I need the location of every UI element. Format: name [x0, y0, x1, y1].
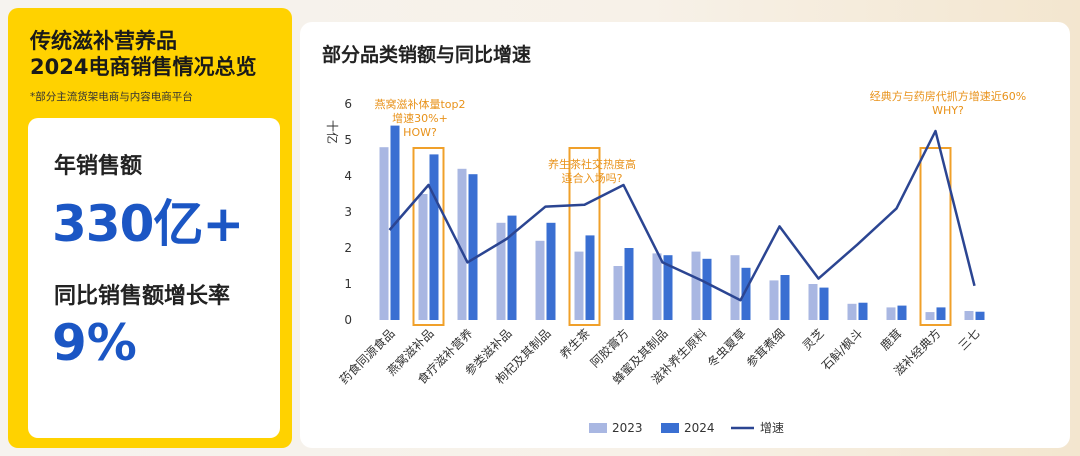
- annotation-text: 燕窝滋补体量top2: [374, 97, 465, 111]
- bar-2023: [886, 307, 896, 320]
- chart-title: 部分品类销额与同比增速: [322, 44, 532, 66]
- bar-2024: [858, 302, 868, 320]
- bar-2024: [429, 154, 439, 320]
- y-tick-label: 2: [344, 241, 352, 255]
- sales-value: 330亿+: [52, 195, 244, 253]
- annotation-text: 增速30%+: [392, 111, 448, 125]
- bar-2024: [663, 255, 673, 320]
- growth-line: [388, 129, 976, 302]
- bar-2023: [808, 284, 818, 320]
- bar-2023: [535, 240, 545, 320]
- bar-2023: [652, 253, 662, 320]
- bar-2023: [574, 251, 584, 320]
- stat-card: 年销售额 330亿+ 同比销售额增长率 9%: [28, 118, 280, 438]
- highlight-box: [568, 147, 601, 326]
- x-tick-label: 三七: [956, 326, 983, 353]
- y-tick-label: 1: [344, 277, 352, 291]
- sales-label: 年销售额: [54, 154, 143, 179]
- bar-2023: [613, 266, 623, 320]
- bar-2023: [769, 280, 779, 320]
- annotation-text: 经典方与药房代抓方增速近60%: [870, 89, 1026, 103]
- chart-panel: 部分品类销额与同比增速 0 1 2 3 4 5 6 十亿 药食同源食品 燕窝滋补品 食疗滋补营养 参类…: [300, 22, 1070, 448]
- bar-2024: [897, 305, 907, 320]
- growth-label: 同比销售额增长率: [54, 284, 231, 309]
- legend-swatch-2024: [661, 423, 679, 433]
- bar-2024: [975, 311, 985, 320]
- x-tick-label: 养生茶: [557, 326, 593, 362]
- bar-2024: [624, 248, 634, 320]
- annotation-text: 养生茶社交热度高: [548, 157, 636, 171]
- bar-2023: [379, 147, 389, 320]
- growth-value: 9%: [52, 314, 137, 372]
- summary-title: 传统滋补营养品 2024电商销售情况总览: [30, 28, 290, 80]
- annotation-text: 适合入场吗?: [562, 171, 623, 185]
- y-tick-label: 5: [344, 133, 352, 147]
- bar-2024: [468, 174, 478, 320]
- bar-2023: [964, 311, 974, 320]
- legend-swatch-2023: [589, 423, 607, 433]
- summary-title-line1: 传统滋补营养品: [30, 29, 177, 53]
- x-tick-label: 冬虫夏草: [704, 326, 749, 371]
- bar-2023: [730, 255, 740, 320]
- x-tick-label: 灵芝: [799, 326, 827, 354]
- bar-2024: [936, 307, 946, 320]
- y-tick-label: 6: [344, 97, 352, 111]
- x-tick-label: 参茸煮细: [743, 326, 788, 371]
- y-tick-label: 4: [344, 169, 352, 183]
- bar-2024: [741, 267, 751, 320]
- bar-2024: [780, 275, 790, 320]
- bar-2023: [418, 194, 428, 320]
- highlight-box: [919, 147, 952, 326]
- summary-note: *部分主流货架电商与内容电商平台: [30, 91, 193, 103]
- x-tick-label: 药食同源食品: [336, 326, 398, 388]
- bar-2024: [702, 258, 712, 320]
- summary-panel: 传统滋补营养品 2024电商销售情况总览 *部分主流货架电商与内容电商平台 年销…: [8, 8, 292, 448]
- bar-2023: [847, 303, 857, 320]
- x-tick-label: 鹿茸: [877, 326, 905, 354]
- bar-2024: [585, 235, 595, 320]
- legend-label-2024: 2024: [684, 421, 715, 435]
- bar-2023: [457, 168, 467, 320]
- x-tick-label: 石斛/枫斗: [818, 326, 865, 373]
- bar-2024: [819, 287, 829, 320]
- bar-2024: [546, 222, 556, 320]
- bar-2023: [496, 222, 506, 320]
- bar-2024: [507, 215, 517, 320]
- bar-2023: [691, 251, 701, 320]
- y-axis-label: 十亿: [325, 120, 340, 144]
- annotation-text: HOW?: [403, 126, 437, 139]
- legend-label-2023: 2023: [612, 421, 643, 435]
- annotation-text: WHY?: [932, 104, 964, 117]
- summary-title-line2: 2024电商销售情况总览: [30, 55, 257, 79]
- y-tick-label: 3: [344, 205, 352, 219]
- highlight-box: [412, 147, 445, 326]
- bar-2023: [925, 312, 935, 320]
- legend-label-growth: 增速: [760, 421, 784, 435]
- y-tick-label: 0: [344, 313, 352, 327]
